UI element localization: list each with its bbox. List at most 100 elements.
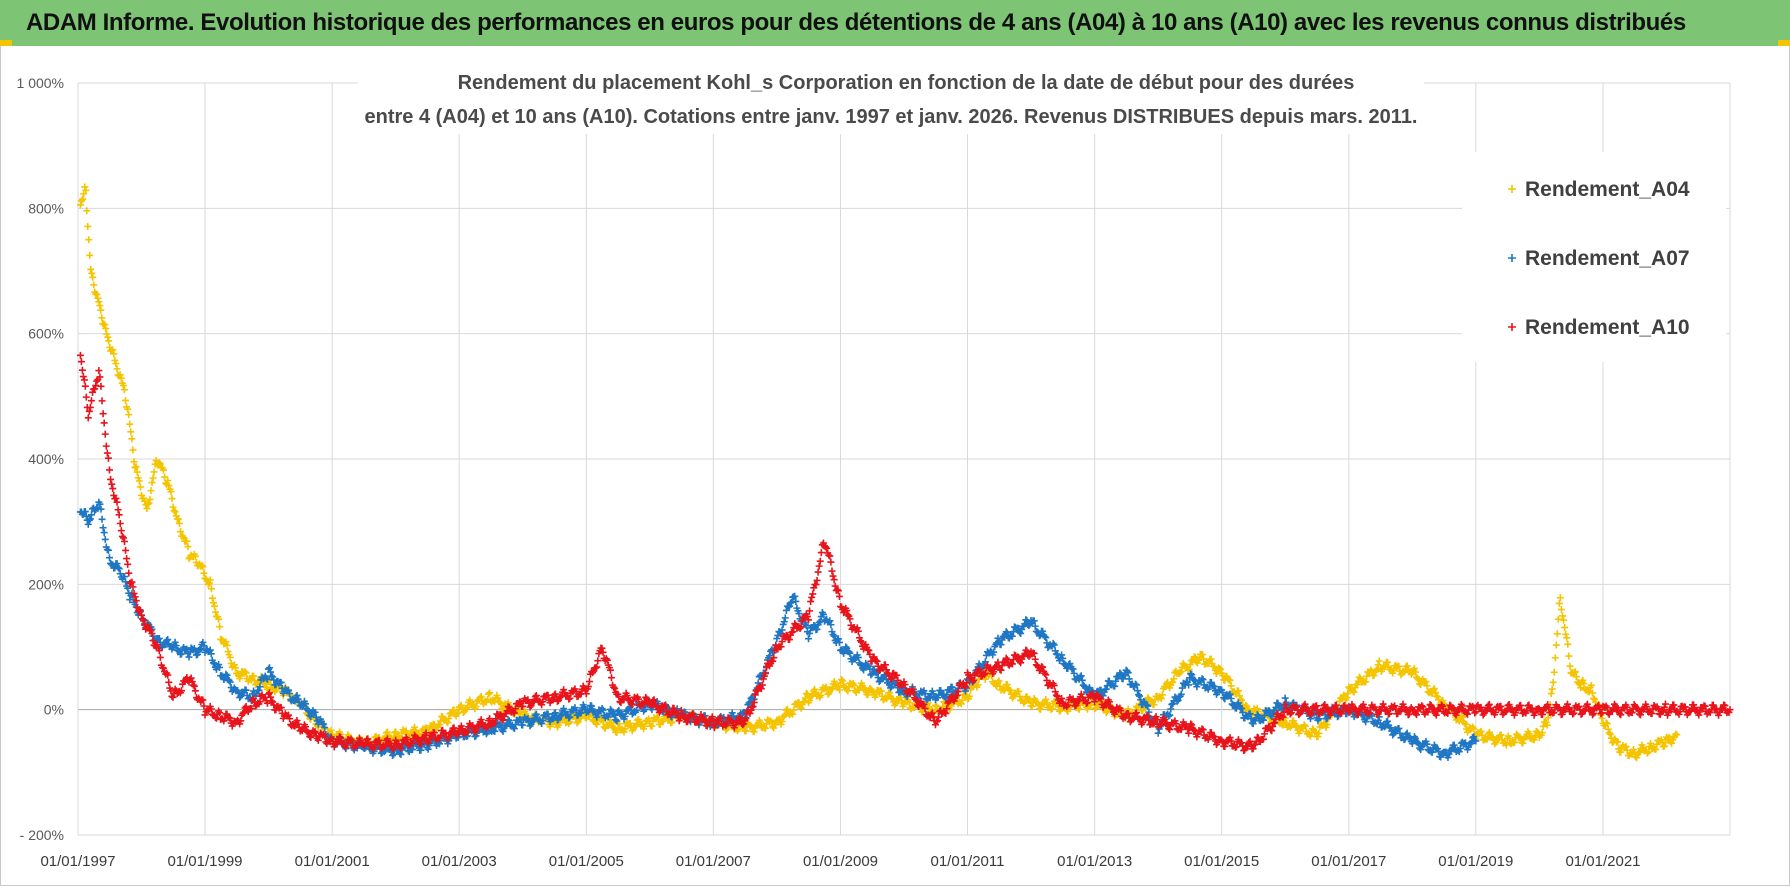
data-point [116,520,124,528]
data-point [761,669,769,677]
data-point [1604,725,1612,733]
data-point [1422,678,1430,686]
data-point [175,519,183,527]
data-point [800,698,808,706]
data-point [588,702,596,710]
data-point [1103,707,1111,715]
data-point [1538,729,1546,737]
data-point [827,621,835,629]
data-point [250,672,258,680]
data-point [1673,731,1681,739]
data-point [1491,740,1499,748]
data-point [1428,748,1436,756]
data-point [1602,719,1610,727]
data-point [277,679,285,687]
data-point [1519,739,1527,747]
data-point [797,623,805,631]
data-point [1216,665,1224,673]
data-point [1643,703,1651,711]
data-point [1437,701,1445,709]
data-point [463,704,471,712]
data-point [1391,702,1399,710]
data-point [933,718,941,726]
data-point [603,656,611,664]
data-point [806,696,814,704]
data-point [582,690,590,698]
data-point [1396,729,1404,737]
data-point [967,686,975,694]
data-point [113,365,121,373]
data-point [223,671,231,679]
data-point [117,527,125,535]
data-point [293,717,301,725]
data-point [1059,654,1067,662]
data-point [1553,630,1561,638]
data-point [199,696,207,704]
data-point [1464,710,1472,718]
data-point [1374,710,1382,718]
corner-accent-left [0,40,12,46]
data-point [626,719,634,727]
data-point [1306,732,1314,740]
data-point [1470,733,1478,741]
data-point [527,720,535,728]
data-point [1444,709,1452,717]
data-point [728,709,736,717]
data-point [1595,701,1603,709]
data-point [90,281,98,289]
data-point [990,648,998,656]
data-point [656,707,664,715]
data-point [78,366,86,374]
data-point [1563,634,1571,642]
x-tick-label: 01/01/2021 [1565,853,1640,870]
data-point [641,706,649,714]
data-point [113,560,121,568]
data-point [174,515,182,523]
data-point [584,683,592,691]
data-point [172,642,180,650]
data-point [573,719,581,727]
data-point [748,703,756,711]
series-Rendement_A10 [76,351,1734,755]
data-point [826,552,834,560]
data-point [1660,742,1668,750]
data-point [149,474,157,482]
data-point [1301,722,1309,730]
data-point [117,374,125,382]
data-point [1186,661,1194,669]
data-point [1462,739,1470,747]
data-point [1545,704,1553,712]
data-point [97,306,105,314]
data-point [662,702,670,710]
data-point [1187,670,1195,678]
data-point [1120,672,1128,680]
data-point [1559,612,1566,620]
data-point [112,360,120,368]
data-point [785,636,793,644]
data-point [1050,681,1058,689]
data-point [285,711,293,719]
data-point [1565,704,1573,712]
data-point [782,606,790,614]
data-point [1701,702,1709,710]
data-point [553,697,561,705]
data-point [148,630,156,638]
data-point [844,611,852,619]
data-point [767,717,775,725]
data-point [1199,650,1207,658]
data-point [222,638,230,646]
data-point [189,681,197,689]
data-point [1281,700,1289,708]
data-point [1411,668,1419,676]
data-point [1603,704,1611,712]
data-point [1427,702,1435,710]
data-point [886,689,894,697]
data-point [1042,696,1050,704]
data-point [756,718,764,726]
data-point [1564,640,1572,648]
data-point [477,716,485,724]
data-point [1234,687,1242,695]
data-point [81,382,89,390]
data-point [207,650,215,658]
